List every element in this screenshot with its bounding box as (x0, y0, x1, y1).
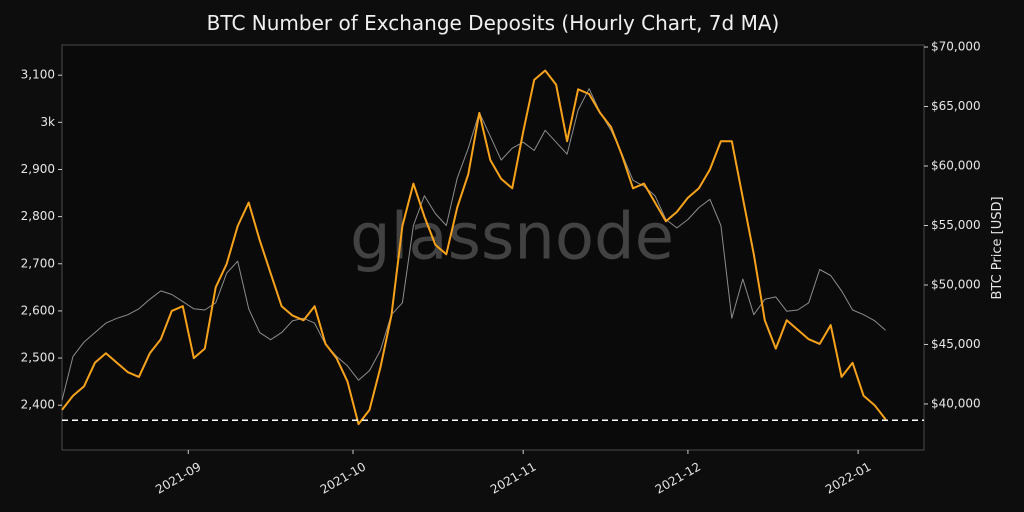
series-line (61, 69, 887, 426)
y2-axis-label: BTC Price [USD] (990, 196, 1005, 299)
y2-tick-label: $70,000 (931, 40, 981, 54)
chart-title: BTC Number of Exchange Deposits (Hourly … (207, 11, 780, 35)
y-tick-label: 2,600 (21, 303, 55, 317)
y-tick-label: 2,800 (21, 209, 55, 223)
y2-tick-label: $60,000 (931, 159, 981, 173)
y-tick-label: 2,500 (21, 351, 55, 365)
plot-area (61, 44, 925, 451)
y2-tick-label: $45,000 (931, 337, 981, 351)
y-tick-label: 2,400 (21, 398, 55, 412)
y-tick-label: 3k (40, 115, 55, 129)
series-line (61, 88, 886, 401)
y2-tick-label: $50,000 (931, 277, 981, 291)
y-tick-label: 3,100 (21, 68, 55, 82)
y2-tick-label: $55,000 (931, 218, 981, 232)
watermark: glassnode (350, 201, 674, 275)
y-tick-label: 2,900 (21, 162, 55, 176)
y2-tick-label: $65,000 (931, 99, 981, 113)
y2-tick-label: $40,000 (931, 396, 981, 410)
y-tick-label: 2,700 (21, 256, 55, 270)
